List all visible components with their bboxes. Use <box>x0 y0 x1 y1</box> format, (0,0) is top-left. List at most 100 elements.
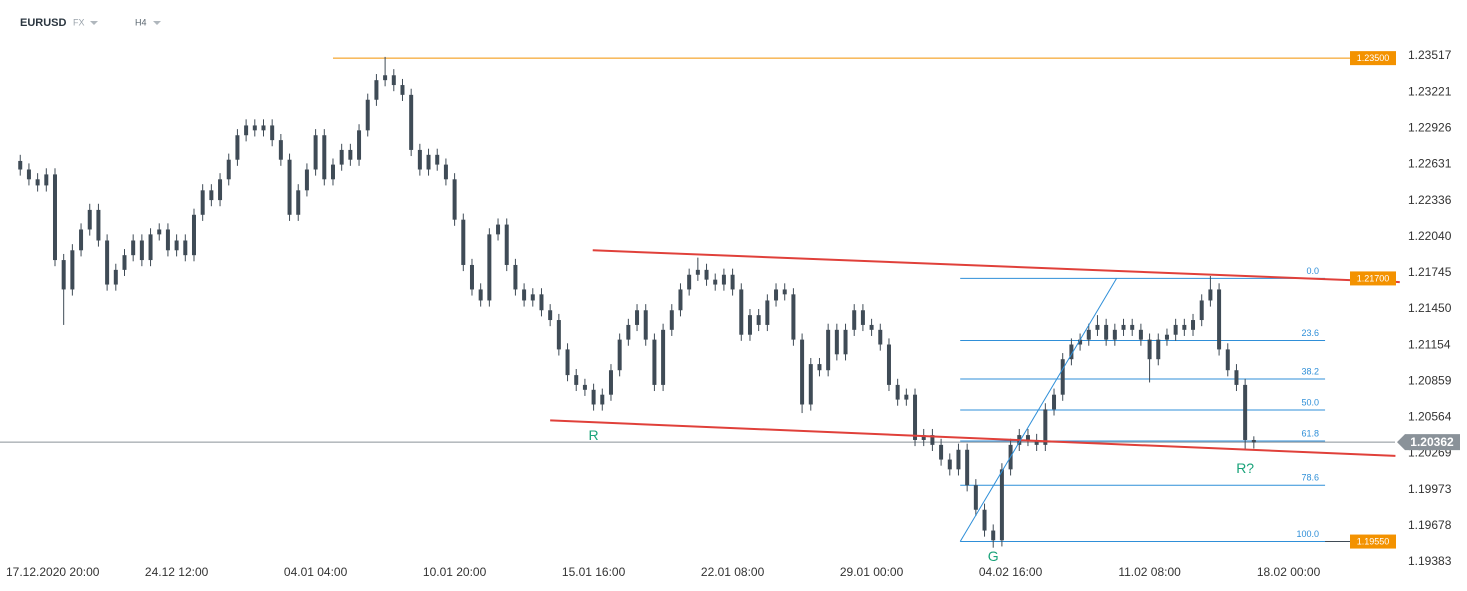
candle-body <box>982 509 987 531</box>
candle-body <box>826 329 831 371</box>
y-tick-label: 1.21745 <box>1408 265 1452 279</box>
candle-body <box>287 159 292 215</box>
dropdown-arrow[interactable] <box>90 21 98 25</box>
candle-body <box>191 214 196 256</box>
y-tick-label: 1.19383 <box>1408 554 1452 568</box>
y-tick-label: 1.23517 <box>1408 48 1452 62</box>
candle-body <box>348 149 353 160</box>
candle-body <box>652 339 657 385</box>
candle-body <box>1138 329 1143 340</box>
candle-body <box>947 459 952 470</box>
candle-body <box>496 224 501 235</box>
candle-body <box>296 190 301 215</box>
x-tick-label: 15.01 16:00 <box>562 565 626 579</box>
candle-body <box>878 329 883 345</box>
y-tick-label: 1.22336 <box>1408 193 1452 207</box>
candle-body <box>1173 324 1178 335</box>
fib-label: 100.0 <box>1297 529 1320 539</box>
candle-body <box>1208 289 1213 301</box>
current-price-label: 1.20362 <box>1410 435 1454 449</box>
candle-body <box>1034 439 1039 445</box>
candle-body <box>200 190 205 215</box>
candle-body <box>973 485 978 510</box>
candle-body <box>383 75 388 81</box>
candle-body <box>105 240 110 285</box>
candle-body <box>939 444 944 460</box>
candle-body <box>765 300 770 325</box>
candle-body <box>904 394 909 400</box>
candle-body <box>999 469 1004 541</box>
level-label: 1.23500 <box>1357 53 1390 63</box>
candle-body <box>635 310 640 325</box>
interval[interactable]: H4 <box>135 17 147 27</box>
candle-body <box>218 179 223 201</box>
candle-body <box>1234 370 1239 385</box>
x-tick-label: 10.01 20:00 <box>423 565 487 579</box>
candle-body <box>678 289 683 311</box>
candle-body <box>443 164 448 180</box>
candle-body <box>661 329 666 385</box>
fib-label: 61.8 <box>1302 428 1320 438</box>
candle-body <box>226 159 231 180</box>
candle-body <box>548 310 553 321</box>
candle-body <box>808 364 813 405</box>
candle-body <box>131 240 136 256</box>
market[interactable]: FX <box>73 17 85 27</box>
annotation: R? <box>1236 460 1254 476</box>
x-tick-label: 04.01 04:00 <box>284 565 348 579</box>
candle-body <box>1078 339 1083 345</box>
fib-label: 23.6 <box>1302 328 1320 338</box>
candle-body <box>513 264 518 290</box>
candle-body <box>183 240 188 256</box>
candle-body <box>843 329 848 355</box>
candle-body <box>469 264 474 290</box>
candle-body <box>504 224 509 265</box>
candle-body <box>1182 324 1187 330</box>
candle-body <box>322 135 327 180</box>
annotation: R <box>589 427 599 443</box>
candle-body <box>261 125 266 131</box>
y-tick-label: 1.22926 <box>1408 121 1452 135</box>
x-tick-label: 11.02 08:00 <box>1118 565 1181 579</box>
y-tick-label: 1.19973 <box>1408 482 1452 496</box>
candle-body <box>461 219 466 265</box>
x-tick-label: 04.02 16:00 <box>979 565 1043 579</box>
y-tick-label: 1.22631 <box>1408 157 1452 171</box>
candle-body <box>209 190 214 201</box>
y-tick-label: 1.21154 <box>1408 337 1451 351</box>
level-tag <box>1350 51 1396 66</box>
candle-body <box>1217 289 1222 350</box>
candle-body <box>452 179 457 220</box>
candle-body <box>930 435 935 445</box>
candle-body <box>574 375 579 385</box>
candle-body <box>478 289 483 301</box>
candle-body <box>1095 324 1100 330</box>
candle-body <box>591 389 596 405</box>
candle-body <box>1069 344 1074 360</box>
candle-body <box>895 384 900 400</box>
candle-body <box>965 449 970 486</box>
current-price-tag <box>1397 434 1460 451</box>
fib-label: 38.2 <box>1302 366 1320 376</box>
x-tick-label: 17.12.2020 20:00 <box>6 565 100 579</box>
candle-body <box>148 234 153 261</box>
candle-body <box>1191 320 1196 330</box>
candle-body <box>235 135 240 160</box>
symbol[interactable]: EURUSD <box>20 17 67 29</box>
candle-body <box>1043 409 1048 445</box>
candle-body <box>278 140 283 160</box>
candle-body <box>1025 435 1030 440</box>
candle-body <box>921 435 926 440</box>
candle-body <box>139 240 144 261</box>
candle-body <box>617 339 622 371</box>
candle-body <box>87 209 92 230</box>
candle-body <box>1112 329 1117 340</box>
fib-label: 78.6 <box>1302 473 1320 483</box>
dropdown-arrow[interactable] <box>153 21 161 25</box>
candle-body <box>721 274 726 285</box>
candle-body <box>800 339 805 405</box>
candle-body <box>687 274 692 290</box>
candle-body <box>44 174 49 186</box>
y-tick-label: 1.22040 <box>1408 229 1452 243</box>
candle-body <box>304 169 309 191</box>
